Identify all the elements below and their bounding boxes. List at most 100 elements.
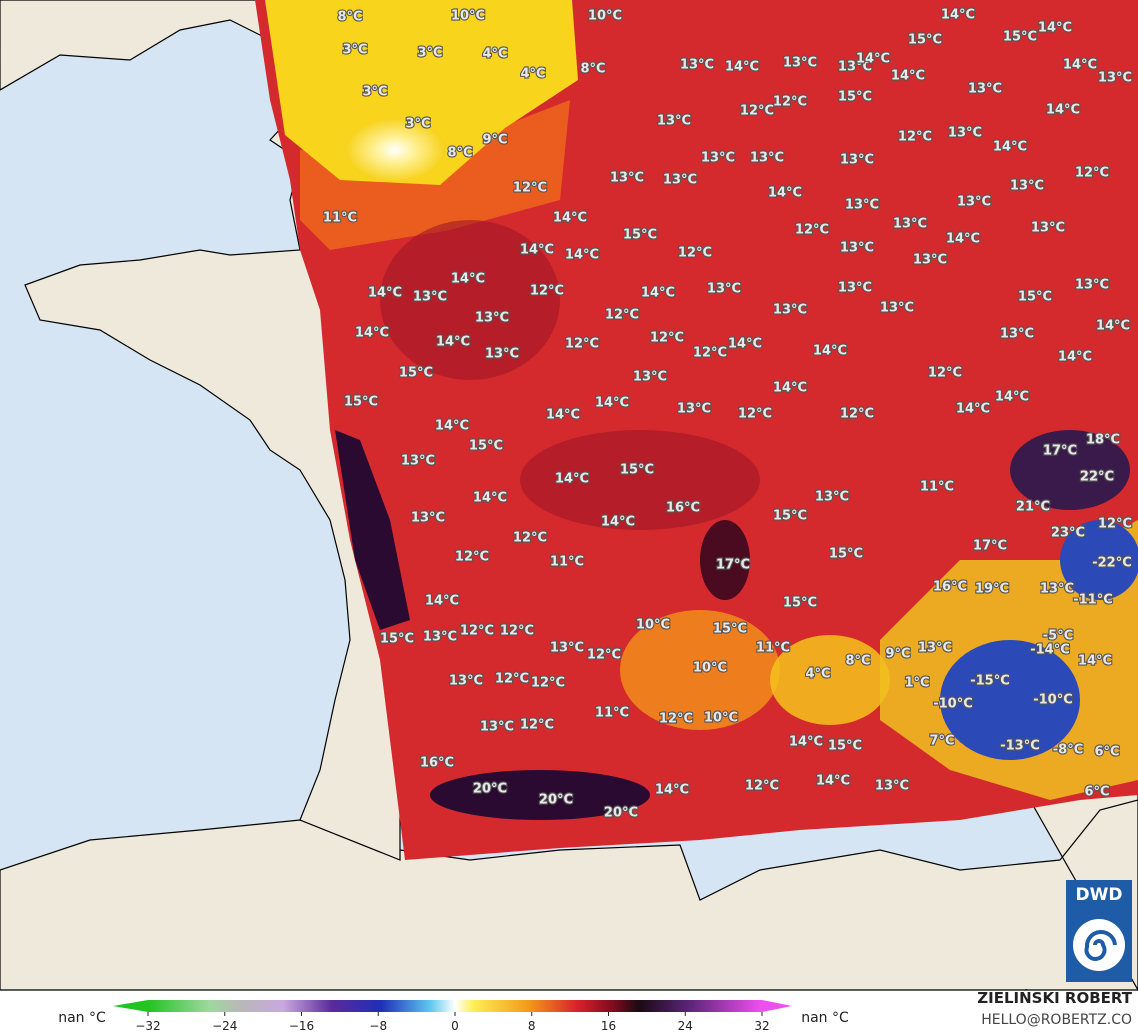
temperature-label: 13°C [449, 674, 483, 689]
colorbar-tick-label: −24 [212, 1019, 237, 1033]
temperature-label: 14°C [946, 232, 980, 247]
temperature-label: 13°C [413, 290, 447, 305]
temperature-label: 14°C [641, 286, 675, 301]
temperature-label: 8°C [337, 10, 362, 25]
temperature-label: 3°C [417, 46, 442, 61]
temperature-label: 14°C [368, 286, 402, 301]
temperature-label: 13°C [840, 153, 874, 168]
temperature-label: 13°C [913, 253, 947, 268]
temperature-label: 6°C [1094, 745, 1119, 760]
temperature-label: 11°C [550, 555, 584, 570]
temperature-label: 23°C [1051, 526, 1085, 541]
temperature-label: 10°C [451, 9, 485, 24]
temperature-label: 20°C [539, 793, 573, 808]
logo-text: DWD [1076, 885, 1123, 905]
temperature-label: 13°C [677, 402, 711, 417]
temperature-label: 13°C [423, 630, 457, 645]
colorbar-tick-label: −8 [369, 1019, 387, 1033]
temperature-label: 14°C [436, 335, 470, 350]
hot-strip-coast [335, 430, 410, 630]
temperature-label: 15°C [773, 509, 807, 524]
temperature-label: 12°C [928, 366, 962, 381]
temperature-label: 14°C [1058, 350, 1092, 365]
colorbar-arrow [762, 1000, 792, 1012]
temperature-label: 12°C [605, 308, 639, 323]
colorbar [148, 1000, 762, 1012]
temperature-label: -8°C [1053, 743, 1083, 758]
hot-area-south [430, 770, 650, 820]
temperature-label: 13°C [550, 641, 584, 656]
temperature-label: 12°C [520, 718, 554, 733]
temperature-label: 14°C [995, 390, 1029, 405]
temperature-label: 4°C [520, 67, 545, 82]
temperature-label: 13°C [893, 217, 927, 232]
temperature-label: 8°C [447, 146, 472, 161]
temperature-label: 12°C [795, 223, 829, 238]
temperature-label: 3°C [342, 43, 367, 58]
temperature-label: 12°C [460, 624, 494, 639]
temperature-label: 12°C [565, 337, 599, 352]
temperature-label: 12°C [650, 331, 684, 346]
temperature-label: -13°C [1000, 739, 1040, 754]
temperature-label: 12°C [513, 181, 547, 196]
temperature-label: 22°C [1080, 470, 1114, 485]
temperature-label: 14°C [553, 211, 587, 226]
temperature-label: 20°C [604, 806, 638, 821]
temperature-label: 13°C [838, 281, 872, 296]
temperature-label: -15°C [970, 674, 1010, 689]
temperature-label: 14°C [546, 408, 580, 423]
temperature-label: -11°C [1073, 593, 1113, 608]
logo-mark [1073, 919, 1125, 971]
temperature-label: 12°C [500, 624, 534, 639]
temperature-label: 14°C [993, 140, 1027, 155]
colorbar-tick-label: −16 [289, 1019, 314, 1033]
temperature-label: 14°C [941, 8, 975, 23]
colorbar-tick-label: 32 [754, 1019, 769, 1033]
temperature-label: 13°C [1075, 278, 1109, 293]
temperature-label: 17°C [1043, 444, 1077, 459]
temperature-label: 12°C [840, 407, 874, 422]
temperature-label: 14°C [856, 52, 890, 67]
temperature-label: 13°C [838, 60, 872, 75]
temperature-label: 14°C [473, 491, 507, 506]
credit-name: ZIELIŃSKI ROBERT [977, 988, 1132, 1007]
temperature-label: 12°C [455, 550, 489, 565]
hot-spot [700, 520, 750, 600]
temperature-label: 12°C [495, 672, 529, 687]
temperature-label: 13°C [485, 347, 519, 362]
temperature-label: 14°C [1096, 319, 1130, 334]
temperature-label: 13°C [1010, 179, 1044, 194]
temperature-label: 14°C [956, 402, 990, 417]
temperature-label: 13°C [815, 490, 849, 505]
temperature-label: 9°C [885, 647, 910, 662]
temperature-label: 14°C [789, 735, 823, 750]
temperature-label: 13°C [657, 114, 691, 129]
temperature-label: 9°C [482, 133, 507, 148]
temperature-label: 12°C [678, 246, 712, 261]
temperature-label: -10°C [933, 697, 973, 712]
temperature-label: 4°C [482, 47, 507, 62]
temperature-label: 13°C [663, 173, 697, 188]
temperature-label: 11°C [756, 641, 790, 656]
warm-area [520, 430, 760, 530]
temperature-label: 6°C [1084, 785, 1109, 800]
temperature-label: 13°C [783, 56, 817, 71]
temperature-label: 12°C [1098, 517, 1132, 532]
temperature-label: 13°C [773, 303, 807, 318]
cold-spot [345, 118, 445, 182]
temperature-label: 14°C [595, 396, 629, 411]
temperature-label: 13°C [480, 720, 514, 735]
temperature-label: 14°C [728, 337, 762, 352]
temperature-label: 13°C [633, 370, 667, 385]
cool-area [620, 610, 780, 730]
temperature-label: 16°C [666, 501, 700, 516]
temperature-label: 15°C [380, 632, 414, 647]
temperature-label: 17°C [716, 558, 750, 573]
temperature-label: -10°C [1033, 693, 1073, 708]
temperature-label: 13°C [701, 151, 735, 166]
temperature-label: 16°C [420, 756, 454, 771]
temperature-label: 13°C [948, 126, 982, 141]
temperature-label: 13°C [475, 311, 509, 326]
